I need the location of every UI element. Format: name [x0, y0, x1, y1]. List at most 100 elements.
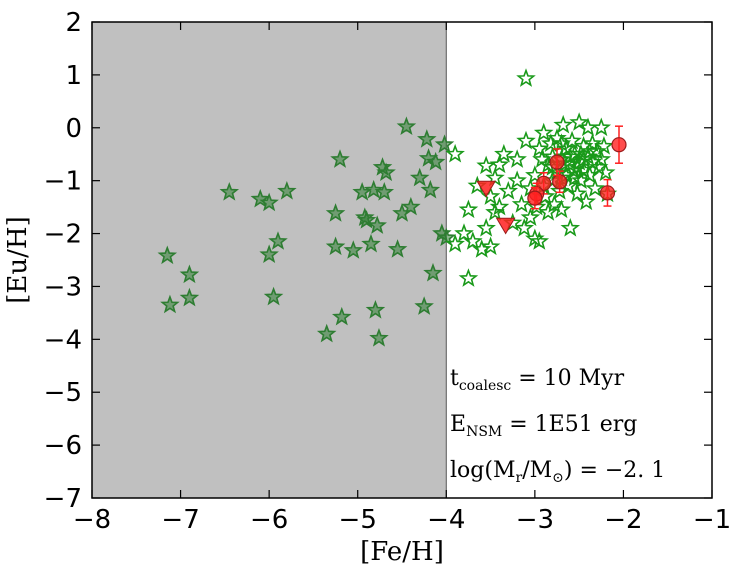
y-tick-label: −7 [44, 484, 82, 514]
star-point [458, 268, 479, 287]
star-point [560, 217, 581, 237]
star-point [567, 183, 588, 203]
star-point [376, 162, 396, 182]
y-tick-label: 0 [65, 114, 82, 144]
star-point [401, 196, 421, 216]
star-point [263, 286, 284, 306]
star-point [498, 180, 519, 200]
star-point [259, 192, 279, 212]
star-point [458, 199, 479, 219]
star-point [363, 179, 384, 199]
star-point [157, 245, 178, 265]
star-point [516, 68, 536, 87]
star-point [316, 323, 337, 343]
observation-point [552, 174, 568, 190]
star-point [591, 117, 612, 137]
observation-point [527, 190, 543, 206]
star-point [414, 296, 434, 315]
observation-point [549, 154, 565, 170]
star-point [219, 182, 240, 201]
plot-frame [91, 21, 713, 499]
x-tick-label: −8 [73, 505, 111, 535]
star-point [529, 138, 550, 158]
star-point [489, 196, 510, 216]
upper-limit-point [495, 217, 516, 235]
star-point [331, 306, 352, 326]
star-point [445, 233, 465, 253]
star-point [387, 239, 408, 258]
star-point [532, 149, 552, 168]
star-point [365, 299, 386, 319]
star-point [520, 207, 541, 227]
star-point [556, 138, 576, 158]
upper-limit-point [476, 180, 497, 198]
star-point [553, 114, 573, 134]
y-tick-label: 1 [65, 61, 82, 91]
star-point [494, 143, 514, 163]
star-point [374, 182, 395, 201]
x-tick-label: −5 [339, 505, 377, 535]
star-point [485, 202, 505, 221]
y-tick-label: −1 [44, 167, 82, 197]
annotation-tcoalesc: tcoalesc = 10 Myr [450, 366, 625, 394]
star-point [582, 133, 603, 152]
y-tick-label: −3 [44, 272, 82, 302]
star-point [409, 167, 430, 187]
star-point [529, 231, 550, 250]
star-point [325, 203, 346, 222]
y-tick-label: −6 [44, 431, 82, 461]
y-axis-label: [Eu/H] [3, 216, 33, 303]
x-tick-label: −4 [427, 505, 465, 535]
star-point [179, 287, 200, 307]
star-point [585, 178, 605, 197]
star-point [396, 116, 417, 136]
star-point [567, 157, 588, 176]
star-point [579, 141, 600, 160]
star-point [420, 179, 441, 199]
star-point [268, 231, 288, 250]
y-tick-label: −5 [44, 378, 82, 408]
star-point [277, 180, 297, 200]
x-axis-label: [Fe/H] [360, 537, 444, 567]
star-point [569, 112, 589, 131]
star-point [369, 327, 389, 347]
x-tick-label: −6 [250, 505, 288, 535]
star-point [463, 231, 483, 250]
star-point [445, 143, 465, 163]
star-point [330, 149, 350, 168]
star-point [564, 160, 584, 180]
star-point [367, 215, 387, 234]
x-tick-label: −2 [604, 505, 642, 535]
star-point [361, 233, 381, 253]
y-tick-label: 2 [65, 8, 82, 38]
star-point [511, 194, 532, 213]
star-point [160, 294, 180, 314]
star-point [562, 130, 582, 150]
star-point [325, 236, 346, 256]
annotation-mass-ratio: log(Mr/M⊙) = −2. 1 [450, 458, 665, 486]
x-tick-label: −3 [516, 505, 554, 535]
star-point [250, 188, 271, 208]
star-point [551, 199, 572, 219]
star-point [259, 244, 279, 264]
star-point [454, 223, 474, 242]
star-point [423, 262, 443, 282]
star-point [179, 264, 200, 284]
star-point [533, 122, 554, 142]
shaded-region [92, 22, 447, 498]
observation-point [599, 185, 616, 201]
star-point [507, 149, 527, 168]
y-tick-label: −2 [44, 220, 82, 250]
star-point [507, 170, 527, 189]
star-point [514, 217, 535, 237]
star-point [595, 162, 616, 182]
x-tick-label: −1 [693, 505, 731, 535]
star-point [594, 136, 614, 155]
star-point [591, 149, 612, 168]
star-point [476, 217, 496, 237]
annotation-ensm: ENSM = 1E51 erg [450, 412, 637, 440]
star-point [576, 191, 597, 211]
star-point [343, 240, 364, 259]
